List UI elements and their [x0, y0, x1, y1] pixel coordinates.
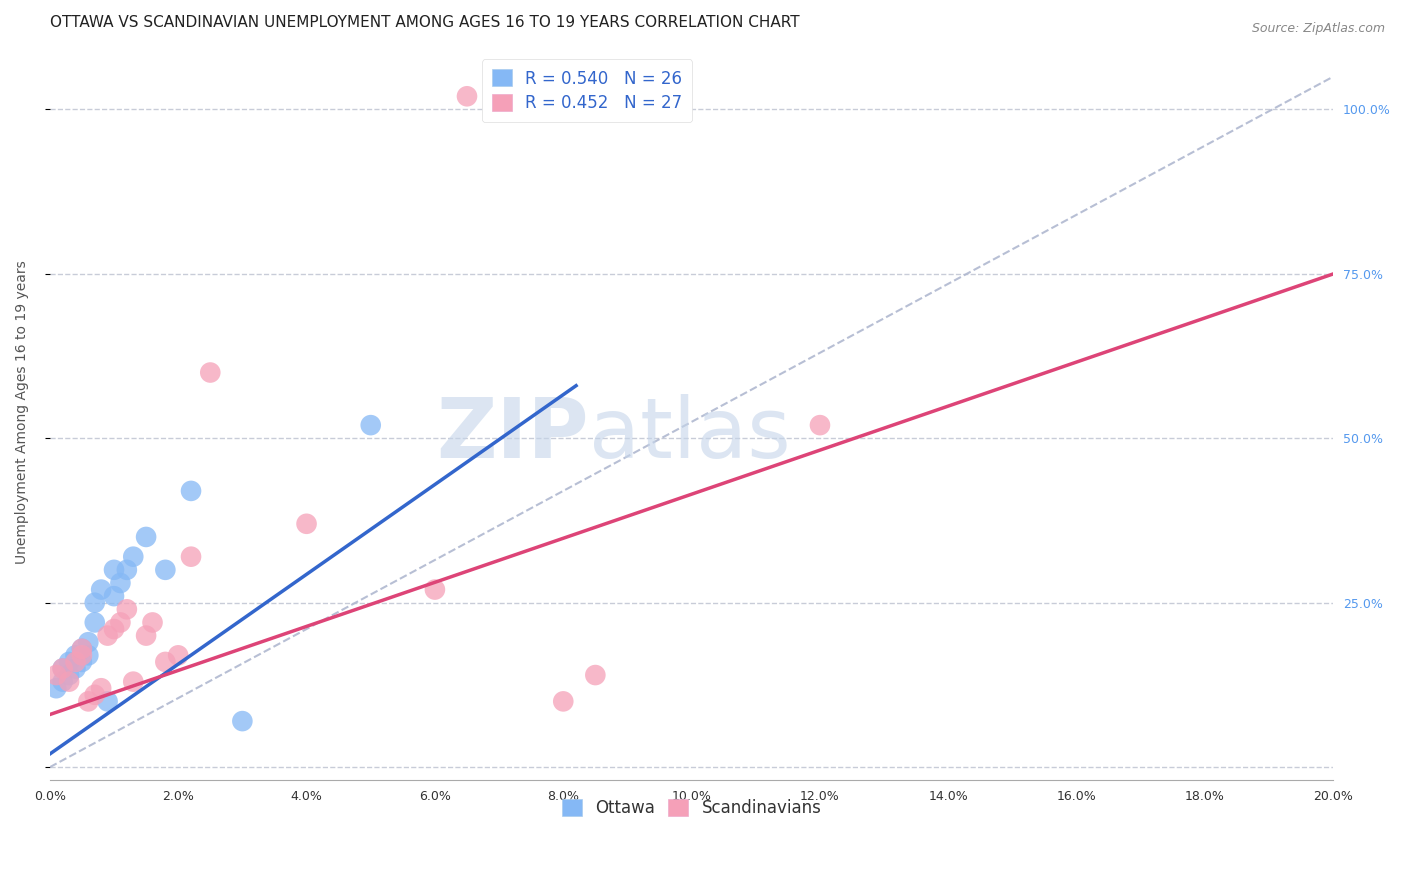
Point	[83, 596, 105, 610]
Point	[808, 418, 831, 433]
Point	[83, 688, 105, 702]
Point	[77, 694, 100, 708]
Y-axis label: Unemployment Among Ages 16 to 19 years: Unemployment Among Ages 16 to 19 years	[15, 260, 30, 564]
Point	[122, 549, 145, 564]
Point	[155, 563, 177, 577]
Point	[65, 655, 87, 669]
Text: ZIP: ZIP	[436, 393, 589, 475]
Point	[553, 694, 575, 708]
Text: OTTAWA VS SCANDINAVIAN UNEMPLOYMENT AMONG AGES 16 TO 19 YEARS CORRELATION CHART: OTTAWA VS SCANDINAVIAN UNEMPLOYMENT AMON…	[49, 15, 800, 30]
Point	[77, 648, 100, 663]
Point	[583, 668, 606, 682]
Point	[423, 582, 446, 597]
Point	[58, 674, 80, 689]
Point	[553, 103, 575, 117]
Point	[103, 589, 125, 603]
Point	[180, 549, 202, 564]
Legend: Ottawa, Scandinavians: Ottawa, Scandinavians	[551, 789, 831, 827]
Point	[115, 563, 138, 577]
Point	[65, 648, 87, 663]
Point	[122, 674, 145, 689]
Point	[110, 576, 132, 591]
Point	[135, 629, 157, 643]
Point	[155, 655, 177, 669]
Point	[456, 89, 478, 103]
Point	[616, 103, 638, 117]
Point	[97, 629, 120, 643]
Text: atlas: atlas	[589, 393, 790, 475]
Point	[58, 668, 80, 682]
Point	[70, 641, 93, 656]
Point	[65, 661, 87, 675]
Point	[90, 681, 112, 696]
Point	[77, 635, 100, 649]
Point	[52, 661, 75, 675]
Point	[135, 530, 157, 544]
Point	[52, 661, 75, 675]
Point	[45, 681, 67, 696]
Point	[180, 483, 202, 498]
Point	[70, 655, 93, 669]
Text: Source: ZipAtlas.com: Source: ZipAtlas.com	[1251, 22, 1385, 36]
Point	[141, 615, 163, 630]
Point	[90, 582, 112, 597]
Point	[58, 655, 80, 669]
Point	[167, 648, 190, 663]
Point	[103, 622, 125, 636]
Point	[97, 694, 120, 708]
Point	[110, 615, 132, 630]
Point	[103, 563, 125, 577]
Point	[231, 714, 253, 728]
Point	[200, 366, 222, 380]
Point	[52, 674, 75, 689]
Point	[295, 516, 318, 531]
Point	[70, 641, 93, 656]
Point	[115, 602, 138, 616]
Point	[45, 668, 67, 682]
Point	[83, 615, 105, 630]
Point	[360, 418, 382, 433]
Point	[70, 648, 93, 663]
